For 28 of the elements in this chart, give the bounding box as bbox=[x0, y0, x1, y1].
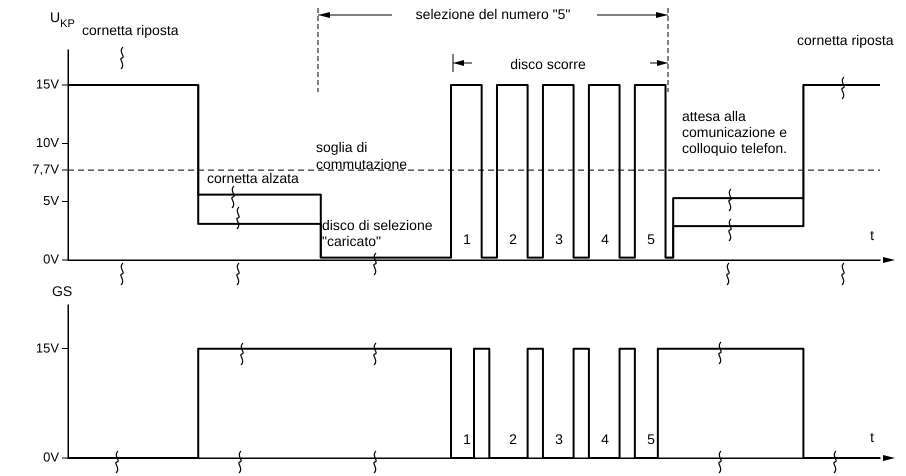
annotation: attesa alla comunicazione e colloquio telefon. bbox=[682, 108, 788, 156]
y-tick-label: 15V bbox=[36, 76, 60, 92]
text: cornetta riposta bbox=[82, 22, 179, 38]
x-axis-title: t bbox=[870, 429, 874, 445]
annotation: 2 bbox=[509, 231, 518, 247]
y-tick-label: 0V bbox=[43, 252, 60, 267]
annotation: 5 bbox=[647, 231, 656, 247]
ref-line-label: soglia di commutazione bbox=[316, 139, 408, 172]
annotation: 3 bbox=[555, 231, 564, 247]
x-axis-title: t bbox=[870, 227, 874, 243]
annotation: 5 bbox=[647, 431, 656, 447]
annotation: 2 bbox=[509, 431, 518, 447]
annotation: 4 bbox=[601, 231, 610, 247]
annotation: 4 bbox=[601, 431, 610, 447]
annotation: 1 bbox=[463, 431, 472, 447]
annotation: 1 bbox=[463, 231, 472, 247]
y-tick-label: 15V bbox=[36, 340, 60, 356]
y-axis-title: GS bbox=[52, 283, 72, 299]
text: cornetta riposta bbox=[797, 32, 894, 48]
text: selezione del numero "5" bbox=[416, 6, 570, 22]
y-tick-label: 7,7V bbox=[32, 162, 60, 177]
y-tick-label: 10V bbox=[36, 134, 60, 150]
annotation: cornetta alzata bbox=[207, 170, 300, 186]
annotation: 3 bbox=[555, 431, 564, 447]
y-tick-label: 0V bbox=[43, 450, 60, 465]
annotation: disco scorre bbox=[510, 56, 586, 72]
y-tick-label: 5V bbox=[43, 193, 60, 208]
annotation: disco di selezione "caricato" bbox=[322, 217, 433, 249]
